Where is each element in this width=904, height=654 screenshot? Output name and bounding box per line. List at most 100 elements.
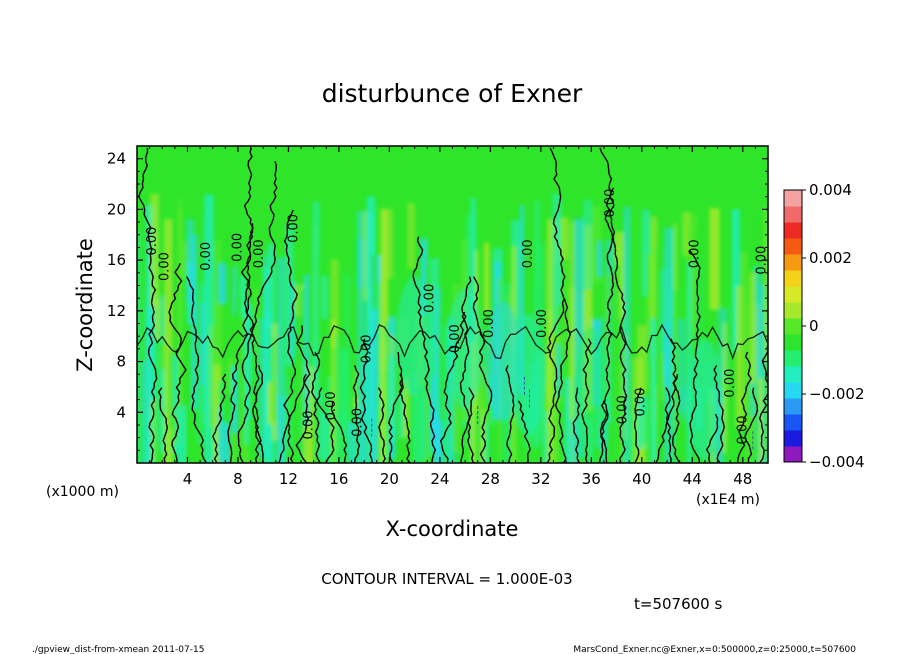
- field-streak: [155, 300, 160, 341]
- colorbar-tick-label: 0.004: [809, 181, 852, 199]
- field-streak: [542, 352, 549, 434]
- contour-line: [544, 147, 566, 463]
- y-tick-label: 12: [107, 302, 126, 320]
- field-streak: [655, 248, 664, 385]
- time-text: t=507600 s: [634, 595, 722, 613]
- contour-line: [705, 413, 719, 463]
- contour-line: [633, 387, 642, 463]
- field-streak: [659, 353, 664, 401]
- field-blob: [510, 314, 547, 435]
- field-streak: [628, 411, 637, 463]
- x-tick-label: 8: [233, 470, 243, 488]
- field-streak: [556, 343, 562, 397]
- field-streak: [709, 208, 720, 310]
- contour-line: [359, 338, 373, 463]
- field-streak: [533, 201, 541, 320]
- field-streak: [321, 275, 328, 319]
- contour-label: 0.00: [688, 239, 703, 268]
- contour-line: [736, 351, 752, 463]
- colorbar-segment: [784, 206, 802, 223]
- contour-label: 0.00: [199, 242, 214, 271]
- field-streak: [447, 317, 456, 463]
- field-streak: [231, 366, 238, 433]
- contour-label: 0.00: [286, 214, 301, 243]
- field-streak: [682, 385, 687, 421]
- field-streak: [195, 215, 204, 302]
- contour-label: 0.00: [521, 239, 536, 268]
- field-streak: [646, 333, 653, 365]
- field-streak: [668, 230, 674, 415]
- field-streak: [353, 209, 359, 398]
- field-streak: [605, 274, 610, 399]
- colorbar-segment: [784, 270, 802, 287]
- field-streak: [646, 296, 652, 334]
- field-streak: [569, 221, 577, 436]
- contour-line: [713, 365, 725, 463]
- colorbar-tick-label: −0.004: [809, 453, 865, 471]
- field-streak: [434, 287, 442, 459]
- field-streak: [384, 321, 393, 463]
- field-streak: [763, 206, 768, 459]
- contour-line: [212, 373, 227, 463]
- x-tick-label: 40: [632, 470, 651, 488]
- field-streak: [159, 368, 169, 454]
- contour-line: [313, 387, 323, 463]
- field-streak: [218, 409, 223, 463]
- field-streak: [168, 352, 176, 430]
- y-tick-label: 8: [116, 353, 126, 371]
- field-streak: [745, 211, 756, 305]
- y-tick-label: 20: [107, 200, 126, 218]
- field-streak: [276, 257, 286, 463]
- colorbar-segment: [784, 302, 802, 319]
- contour-line: [295, 325, 311, 463]
- contour-label: 0.00: [324, 391, 339, 420]
- y-axis: 4 8 12 16 20 24: [107, 150, 768, 451]
- contour-line: [670, 338, 681, 463]
- field-streak: [173, 412, 181, 444]
- contour-label: 0.00: [145, 227, 160, 256]
- field-streak: [722, 323, 727, 453]
- contour-line: [243, 223, 265, 463]
- field-streak: [159, 295, 167, 342]
- colorbar-segment: [784, 254, 802, 271]
- field-blob: [686, 339, 723, 460]
- field-streak: [285, 364, 294, 399]
- field-streak: [195, 391, 205, 445]
- field-streak: [200, 302, 207, 386]
- field-streak: [682, 211, 691, 256]
- field-streak: [695, 227, 702, 358]
- field-streak: [380, 208, 389, 463]
- field-streak: [240, 275, 246, 318]
- y-axis-label: Z-coordinate: [73, 238, 97, 372]
- field-streak: [641, 209, 651, 297]
- field-streak: [137, 231, 141, 463]
- field-streak: [583, 199, 592, 290]
- x-tick-label: 48: [733, 470, 752, 488]
- contour-line: [581, 338, 592, 463]
- contour-label: 0.00: [301, 411, 316, 440]
- colorbar-segment: [784, 382, 802, 399]
- x-axis: 4 8 12 16 20 24 28 32 36 40 44 48: [149, 146, 756, 488]
- field-streak: [177, 404, 187, 463]
- field-streak: [745, 422, 754, 463]
- field-streak: [312, 201, 320, 399]
- field-streak: [281, 279, 286, 392]
- footer-left: ./gpview_dist-from-xmean 2011-07-15: [32, 645, 204, 654]
- contour-line: [398, 373, 411, 463]
- field-streak: [727, 358, 736, 442]
- contour-line: [459, 311, 471, 463]
- field-streak: [664, 227, 674, 463]
- contour-line: [517, 400, 531, 463]
- field-streak: [484, 242, 490, 312]
- field-streak: [164, 219, 173, 463]
- colorbar-segment: [784, 446, 802, 463]
- field-streak: [749, 393, 755, 446]
- field-blob: [573, 326, 610, 447]
- field-streak: [686, 262, 692, 463]
- colorbar-segment: [784, 238, 802, 255]
- x-unit-label: (x1E4 m): [696, 492, 760, 508]
- contour-line: [138, 147, 158, 463]
- contour-line: [330, 400, 348, 463]
- contour-line: [388, 352, 404, 463]
